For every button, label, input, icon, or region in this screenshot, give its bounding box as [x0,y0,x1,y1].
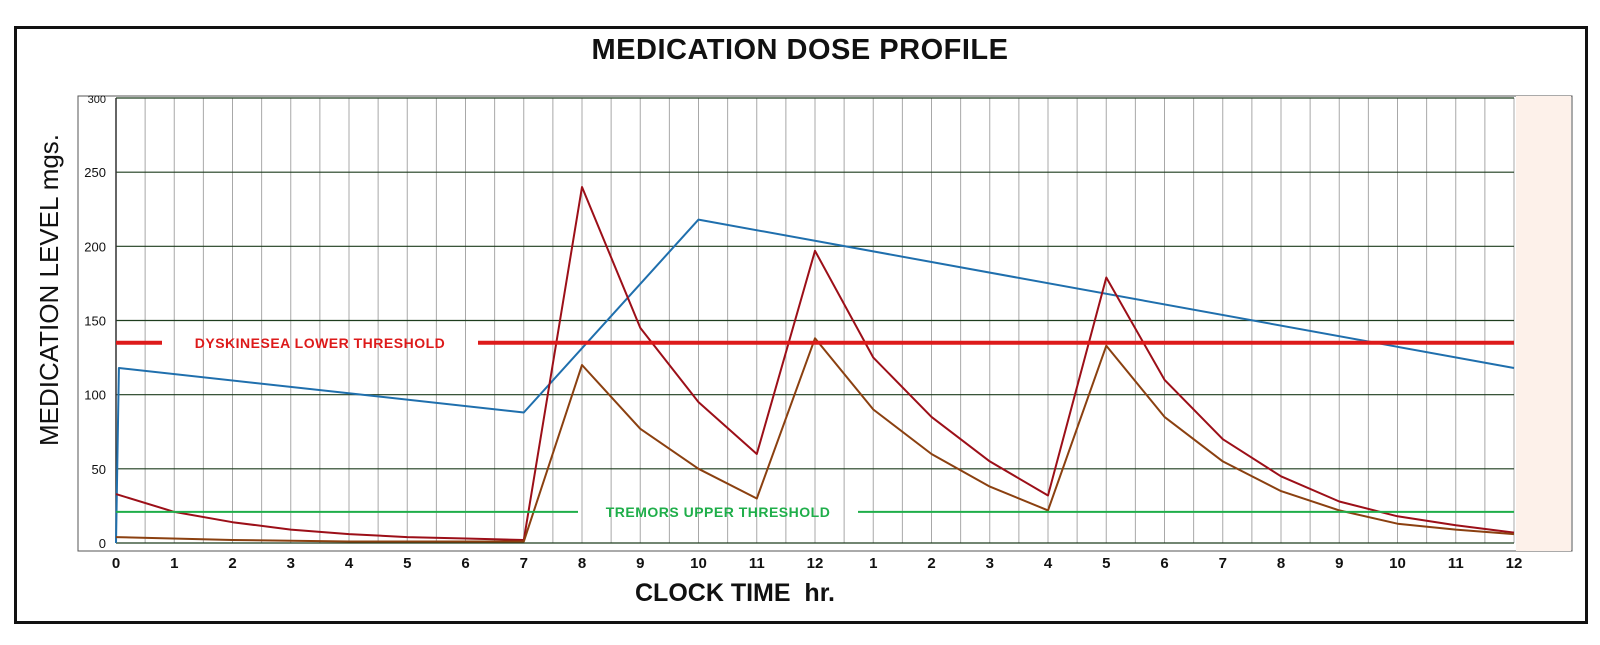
x-tick-label: 9 [1335,555,1343,572]
x-tick-label: 4 [345,555,354,572]
right-panel [1516,96,1571,551]
y-tick-label: 250 [84,165,106,180]
x-tick-label: 4 [1044,555,1053,572]
y-tick-label: 100 [84,388,106,403]
y-tick-label: 50 [92,462,106,477]
x-tick-label: 5 [1102,555,1110,572]
x-tick-label: 5 [403,555,411,572]
x-tick-label: 8 [1277,555,1285,572]
series-line-3 [115,337,1515,543]
series-line-2 [115,186,1515,541]
x-tick-label: 12 [807,555,824,572]
x-tick-label: 8 [578,555,586,572]
x-tick-label: 9 [636,555,644,572]
y-tick-label: 150 [84,314,106,329]
x-tick-label: 11 [749,555,765,572]
x-tick-label: 3 [287,555,295,572]
threshold-label: TREMORS UPPER THRESHOLD [606,504,831,520]
x-tick-label: 6 [1160,555,1168,572]
x-tick-label: 1 [170,555,178,572]
x-axis-label: CLOCK TIME hr. [635,579,835,607]
series-line-1 [115,218,1515,544]
x-tick-label: 1 [869,555,877,572]
threshold-label: DYSKINESEA LOWER THRESHOLD [195,335,446,351]
y-axis-label: MEDICATION LEVEL mgs. [34,134,64,446]
x-tick-label: 6 [461,555,469,572]
y-tick-label: 0 [99,536,106,551]
x-tick-label: 7 [520,555,528,572]
x-tick-label: 10 [1389,555,1406,572]
x-tick-label: 11 [1448,555,1464,572]
y-tick-label: 200 [84,239,106,254]
x-tick-label: 2 [228,555,236,572]
x-tick-label: 10 [690,555,707,572]
x-tick-label: 3 [986,555,994,572]
x-tick-label: 0 [112,555,120,572]
x-tick-label: 7 [1219,555,1227,572]
chart-title: MEDICATION DOSE PROFILE [591,34,1009,66]
x-tick-label: 2 [927,555,935,572]
y-tick-label: 300 [88,94,106,106]
plot-area [77,95,1573,552]
x-tick-label: 12 [1506,555,1523,572]
